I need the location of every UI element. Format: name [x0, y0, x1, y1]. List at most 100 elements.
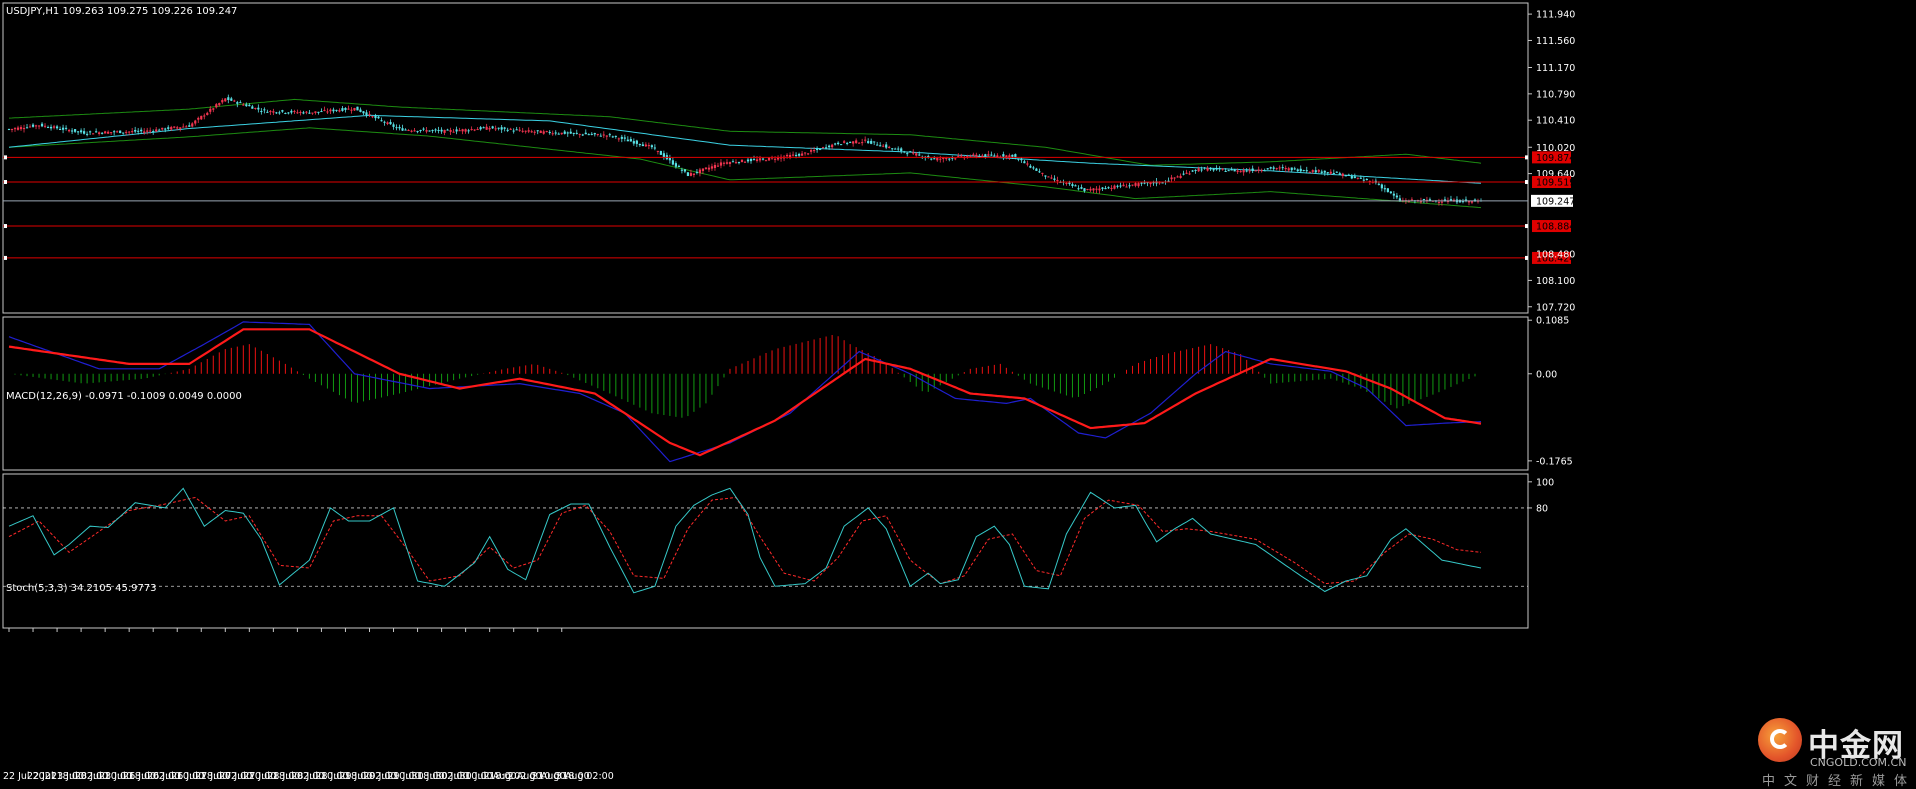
candle-body	[888, 146, 891, 148]
candle-body	[740, 159, 744, 163]
candle-body	[737, 162, 741, 164]
level-line-marker-1	[4, 179, 7, 184]
candle-body	[359, 109, 362, 112]
candle-body	[897, 148, 900, 150]
candle-body	[329, 109, 332, 112]
candle-body	[314, 111, 317, 113]
candle-body	[281, 110, 284, 112]
watermark-name: 中金网	[1808, 728, 1904, 764]
candle-body	[242, 104, 245, 106]
candle-body	[290, 110, 293, 113]
current-price-badge	[1531, 194, 1573, 207]
candle-body	[803, 152, 807, 154]
time-axis-label-18: 30 Jul 10:00	[436, 771, 493, 782]
candle-body	[101, 132, 104, 134]
candle-body	[326, 111, 329, 113]
candle-body	[1278, 167, 1281, 169]
candle-body	[371, 116, 374, 118]
candle-body	[1425, 199, 1429, 201]
candle-body	[945, 158, 948, 160]
candle-body	[1449, 199, 1453, 202]
candle-body	[392, 124, 395, 127]
candle-body	[984, 154, 987, 157]
candle-body	[849, 141, 852, 143]
candle-body	[536, 130, 539, 132]
candle-body	[1137, 183, 1140, 187]
candle-body	[593, 133, 596, 135]
candle-body	[122, 132, 125, 134]
candle-body	[467, 130, 470, 132]
candle-body	[251, 106, 254, 109]
candle-body	[1080, 187, 1083, 189]
candle-body	[218, 103, 221, 106]
candle-body	[1071, 184, 1074, 186]
stochastic-panel[interactable]: 100 80	[3, 477, 1554, 594]
candle-body	[155, 129, 158, 132]
stoch-main-line	[8, 487, 1482, 594]
candle-body	[344, 107, 347, 110]
candle-body	[1209, 168, 1212, 170]
candle-body	[1377, 183, 1380, 185]
candle-body	[1281, 167, 1284, 169]
candle-body	[761, 158, 765, 160]
candle-body	[1464, 199, 1468, 201]
candle-body	[1152, 182, 1155, 184]
candle-body	[212, 108, 215, 110]
candle-body	[954, 158, 957, 160]
candle-body	[773, 158, 777, 160]
candle-body	[719, 162, 723, 166]
candle-body	[1236, 170, 1239, 172]
candle-body	[812, 150, 816, 152]
candle-body	[981, 155, 984, 157]
candle-body	[1293, 168, 1296, 170]
panel-titles: USDJPY,H1 109.263 109.275 109.226 109.24…	[6, 6, 242, 594]
time-axis-label-21: 2 Aug 10:00	[508, 771, 566, 782]
candle-body	[611, 136, 614, 138]
candle-body	[158, 129, 161, 131]
candle-body	[1335, 171, 1338, 173]
candle-body	[752, 159, 756, 161]
candle-body	[1122, 184, 1125, 187]
candle-body	[458, 130, 461, 132]
candle-body	[419, 130, 422, 132]
watermark-url: CNGOLD.COM.CN	[1810, 756, 1907, 769]
candle-body	[1065, 182, 1068, 184]
macd-panel[interactable]: 0.1085 0.00 -0.1765	[8, 316, 1573, 468]
candle-body	[894, 148, 897, 150]
candle-body	[644, 144, 647, 147]
candle-body	[170, 127, 173, 130]
candle-body	[1263, 170, 1266, 172]
candle-body	[578, 133, 581, 135]
level-line-marker-3	[4, 255, 7, 260]
candle-body	[83, 131, 86, 134]
candle-body	[410, 130, 413, 132]
candle-body	[1146, 182, 1149, 184]
candle-body	[1074, 185, 1077, 187]
candle-body	[1077, 188, 1080, 190]
candle-body	[506, 129, 509, 131]
candle-body	[677, 165, 681, 167]
candle-body	[323, 109, 326, 111]
candle-body	[1212, 168, 1215, 171]
candle-body	[278, 112, 281, 114]
candle-body	[605, 135, 608, 137]
candle-body	[689, 173, 693, 176]
candle-body	[1260, 170, 1263, 172]
panel-frame-1	[2, 316, 1529, 471]
candle-body	[909, 151, 912, 153]
candle-body	[557, 133, 560, 135]
candle-body	[960, 155, 963, 157]
candle-body	[1176, 176, 1179, 178]
candle-body	[1284, 168, 1287, 170]
candle-body	[206, 112, 209, 115]
candle-body	[449, 130, 452, 132]
candle-body	[806, 153, 810, 155]
price-axis-label-8: 107.720	[1536, 302, 1575, 313]
candle-body	[1299, 168, 1302, 172]
price-panel[interactable]: 111.940 111.560 111.170 110.790 110.410 110.0…	[3, 10, 1575, 314]
candle-body	[479, 127, 482, 130]
candle-body	[632, 141, 635, 144]
candle-body	[1056, 179, 1059, 182]
macd-axis-label-2: -0.1765	[1536, 456, 1573, 467]
